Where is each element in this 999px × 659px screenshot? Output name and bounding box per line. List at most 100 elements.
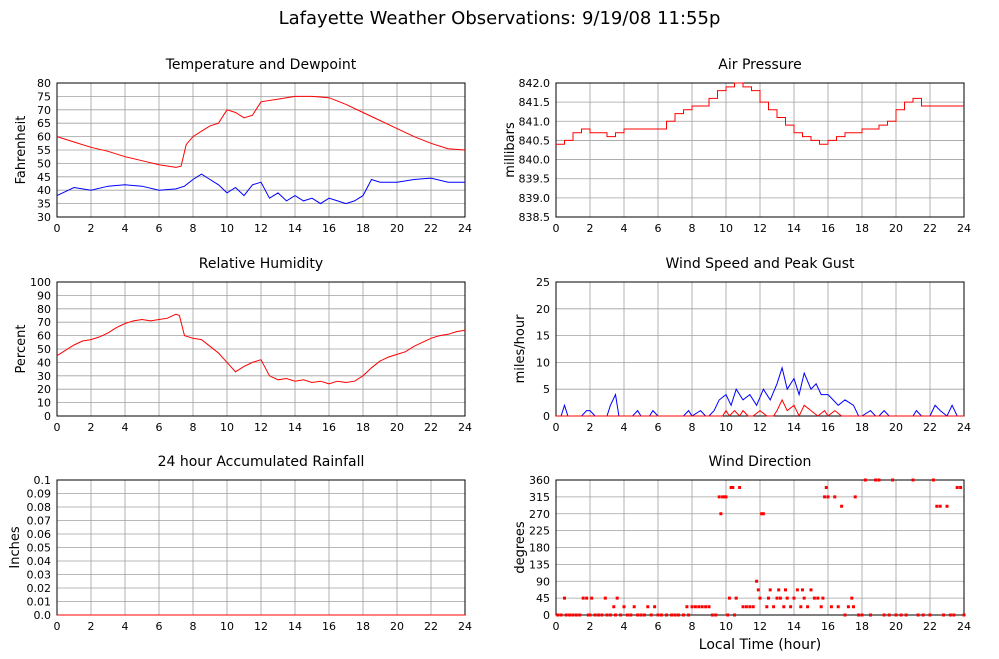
direction-point [826,495,830,499]
x-tick-label: 10 [220,222,234,235]
x-tick-label: 2 [88,222,95,235]
direction-point [760,512,764,516]
direction-point [710,613,714,617]
direction-point [687,613,691,617]
x-tick-label: 12 [753,222,767,235]
x-tick-label: 8 [190,421,197,434]
direction-point [704,605,708,609]
direction-point [784,588,787,592]
page-title: Lafayette Weather Observations: 9/19/08 … [278,8,721,29]
direction-point [785,596,789,600]
y-tick-label: 0.02 [27,582,52,595]
x-tick-label: 12 [254,222,268,235]
direction-point [563,596,566,600]
direction-point [588,613,592,617]
direction-point [556,613,560,617]
x-tick-label: 4 [122,222,129,235]
x-tick-label: 18 [855,222,869,235]
direction-point [767,596,770,600]
direction-point [721,495,725,499]
direction-point [824,486,828,489]
y-tick-label: 90 [37,289,51,302]
x-tick-label: 22 [424,620,438,633]
direction-point [649,613,653,617]
direction-point [714,613,718,617]
y-axis-label: degrees [513,521,528,574]
direction-point [755,579,759,583]
x-tick-label: 24 [957,222,971,235]
direction-point [821,596,825,600]
direction-point [962,613,966,617]
direction-point [833,495,837,499]
direction-point [948,613,952,617]
direction-point [574,613,578,617]
x-tick-label: 4 [621,421,628,434]
direction-point [615,596,619,600]
direction-point [819,605,823,609]
direction-point [726,613,730,617]
x-tick-label: 22 [424,421,438,434]
y-tick-label: 70 [37,104,51,117]
x-tick-label: 16 [821,620,835,633]
x-tick-label: 12 [254,620,268,633]
direction-point [733,613,736,617]
direction-point [731,486,735,489]
x-tick-label: 18 [356,222,370,235]
y-tick-label: 20 [37,383,51,396]
y-tick-label: 270 [529,508,550,521]
chart-pressure: 0 2 4 6 8 10 12 14 16 18 20 22 24838.5839.0839.5840.… [503,57,971,235]
y-tick-label: 0.04 [27,555,52,568]
chart-title: Air Pressure [718,57,801,73]
direction-point [581,596,585,600]
y-tick-label: 20 [536,303,550,316]
plot-frame [555,281,965,417]
y-tick-label: 50 [37,157,51,170]
x-tick-label: 16 [322,421,336,434]
y-tick-label: 0.06 [27,528,52,541]
direction-point [724,495,728,499]
chart-rain: 0 2 4 6 8 10 12 14 16 18 20 22 240.00.010.020.030.04… [8,454,472,633]
x-tick-label: 16 [821,421,835,434]
x-tick-label: 24 [458,620,472,633]
y-tick-label: 45 [37,171,51,184]
x-tick-label: 4 [621,620,628,633]
direction-point [899,613,903,617]
y-tick-label: 35 [37,198,51,211]
direction-point [857,613,861,617]
direction-point [756,588,760,592]
direction-point [952,613,956,617]
direction-point [882,613,886,617]
x-tick-label: 16 [322,222,336,235]
chart-title: Wind Speed and Peak Gust [666,256,855,272]
direction-point [823,495,827,499]
x-tick-label: 2 [88,421,95,434]
direction-point [685,605,689,609]
direction-point [639,613,643,617]
x-tick-label: 8 [190,620,197,633]
direction-point [850,596,854,600]
direction-point [887,613,891,617]
x-tick-label: 0 [553,421,560,434]
direction-point [717,495,721,499]
x-tick-label: 2 [587,222,594,235]
direction-point [625,613,629,617]
direction-point [700,605,704,609]
y-tick-label: 60 [37,131,51,144]
x-tick-label: 6 [655,222,662,235]
x-tick-label: 6 [156,421,163,434]
x-tick-label: 20 [889,421,903,434]
direction-point [877,478,881,482]
direction-point [665,613,668,617]
direction-point [921,613,925,617]
y-tick-label: 30 [37,370,51,383]
y-tick-label: 0.05 [27,542,52,555]
direction-point [874,478,878,482]
x-tick-label: 0 [54,222,61,235]
direction-point [751,605,755,609]
direction-point [734,596,738,600]
direction-point [772,605,776,609]
x-tick-label: 10 [719,620,733,633]
direction-point [719,512,723,516]
y-tick-label: 0.07 [27,515,52,528]
direction-point [959,486,963,489]
